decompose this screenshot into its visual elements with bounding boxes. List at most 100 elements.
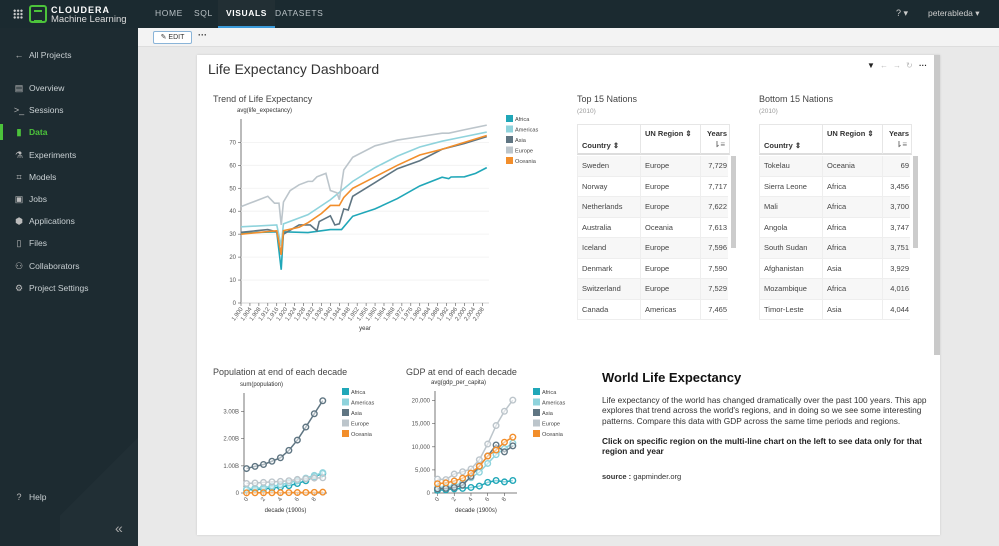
- table-cell: Angola: [760, 217, 823, 238]
- page-scrollbar[interactable]: [934, 55, 940, 355]
- filter-icon[interactable]: ▼: [867, 61, 875, 70]
- legend-swatch-africa: [533, 388, 540, 395]
- table-row[interactable]: Mozambique Africa 4,016: [759, 279, 910, 300]
- table-row[interactable]: Afghanistan Asia 3,929: [759, 258, 910, 279]
- bottom-table-scrollbar[interactable]: [913, 156, 918, 248]
- data-point-oceania: [509, 433, 517, 441]
- sidebar-item-label: Files: [29, 238, 47, 249]
- info-textbox: World Life Expectancy Life expectancy of…: [602, 370, 932, 481]
- sidebar-help[interactable]: ? Help: [0, 487, 138, 507]
- collapse-sidebar-icon[interactable]: «: [115, 520, 123, 536]
- sidebar-item-experiments[interactable]: ⚗ Experiments: [0, 145, 138, 165]
- data-point-asia: [251, 462, 259, 470]
- user-menu[interactable]: peterableda ▾: [928, 8, 980, 18]
- sidebar: ← All Projects ▤ Overview >_ Sessions ▮ Data ⚗ E…: [0, 28, 138, 546]
- data-point-europe: [492, 422, 500, 430]
- table-cell: Europe: [641, 279, 701, 299]
- sidebar-item-data[interactable]: ▮ Data: [0, 122, 138, 142]
- more-icon[interactable]: ···: [919, 61, 927, 70]
- sidebar-item-collaborators[interactable]: ⚇ Collaborators: [0, 256, 138, 276]
- table-row[interactable]: Netherlands Europe 7,622: [577, 197, 728, 218]
- table-cell: Netherlands: [578, 197, 641, 217]
- data-point-europe: [276, 477, 284, 485]
- table-row[interactable]: Switzerland Europe 7,529: [577, 279, 728, 300]
- column-header[interactable]: Years: [888, 129, 909, 138]
- undo-icon[interactable]: ←: [880, 61, 888, 70]
- sort-icon[interactable]: ⇂≡: [895, 140, 907, 149]
- column-header[interactable]: UN Region ⇕: [823, 125, 883, 154]
- legend-swatch-oceania: [506, 157, 513, 164]
- sidebar-item-files[interactable]: ▯ Files: [0, 233, 138, 253]
- sidebar-item-label: Collaborators: [29, 260, 80, 271]
- x-tick-label: 4: [277, 496, 284, 503]
- y-tick-label: 70: [229, 140, 236, 146]
- table-row[interactable]: Denmark Europe 7,590: [577, 258, 728, 279]
- series-line-oceania: [246, 491, 323, 494]
- legend-swatch-oceania: [533, 430, 540, 437]
- nav-home[interactable]: HOME: [155, 8, 183, 18]
- x-axis-label: decade (1900s): [455, 508, 497, 514]
- legend-swatch-oceania: [342, 430, 349, 437]
- table-row[interactable]: Norway Europe 7,717: [577, 176, 728, 197]
- legend-label-asia: Asia: [542, 411, 554, 417]
- table-cell: Oceania: [823, 156, 883, 176]
- table-row[interactable]: Australia Oceania 7,613: [577, 217, 728, 238]
- sidebar-item-jobs[interactable]: ▣ Jobs: [0, 189, 138, 209]
- data-point-europe: [302, 475, 310, 483]
- table-row[interactable]: Timor-Leste Asia 4,044: [759, 299, 910, 320]
- table-cell: Australia: [578, 217, 641, 238]
- refresh-icon[interactable]: ↻: [906, 61, 913, 70]
- top-table-subtitle: (2010): [577, 108, 596, 115]
- edit-button[interactable]: ✎ EDIT: [153, 31, 192, 44]
- sidebar-item-sessions[interactable]: >_ Sessions: [0, 100, 138, 120]
- x-tick-label: 2: [260, 496, 267, 503]
- nav-visuals[interactable]: VISUALS: [218, 0, 276, 28]
- sort-icon[interactable]: ⇂≡: [713, 140, 725, 149]
- gdp-chart-title: GDP at end of each decade: [406, 367, 517, 377]
- table-cell: 3,929: [890, 263, 909, 273]
- more-options-button[interactable]: ···: [198, 30, 207, 40]
- series-line-americas: [240, 131, 487, 246]
- column-header[interactable]: Country ⇕: [578, 125, 641, 154]
- top-table-title: Top 15 Nations: [577, 94, 638, 104]
- table-row[interactable]: Sierra Leone Africa 3,456: [759, 176, 910, 197]
- series-line-asia: [246, 400, 324, 470]
- data-point-oceania: [492, 446, 500, 454]
- app-grid-icon[interactable]: [13, 9, 23, 19]
- column-header[interactable]: Country ⇕: [760, 125, 823, 154]
- y-axis-label: avg(life_expectancy): [237, 108, 292, 114]
- nav-datasets[interactable]: DATASETS: [275, 8, 324, 18]
- table-row[interactable]: Canada Americas 7,465: [577, 299, 728, 320]
- life-chart-title: Trend of Life Expectancy: [213, 94, 313, 104]
- series-line-africa: [437, 479, 513, 491]
- y-tick-label: 1.00B: [223, 464, 239, 470]
- table-cell: 4,044: [890, 304, 909, 314]
- redo-icon[interactable]: →: [893, 61, 901, 70]
- data-point-asia: [310, 410, 318, 418]
- table-row[interactable]: South Sudan Africa 3,751: [759, 238, 910, 259]
- top-table-scrollbar[interactable]: [731, 156, 736, 248]
- table-row[interactable]: Sweden Europe 7,729: [577, 156, 728, 177]
- table-row[interactable]: Angola Africa 3,747: [759, 217, 910, 238]
- data-point-europe: [293, 475, 301, 483]
- cloudera-logo[interactable]: [29, 5, 47, 23]
- sidebar-item-applications[interactable]: ⬢ Applications: [0, 211, 138, 231]
- help-menu[interactable]: ? ▾: [896, 8, 909, 18]
- table-cell: 7,613: [708, 222, 727, 232]
- column-header[interactable]: Years: [706, 129, 727, 138]
- legend-swatch-americas: [506, 125, 513, 133]
- column-header[interactable]: UN Region ⇕: [641, 125, 701, 154]
- sidebar-item-models[interactable]: ⌗ Models: [0, 167, 138, 187]
- nav-sql[interactable]: SQL: [194, 8, 213, 18]
- sidebar-all-projects[interactable]: ← All Projects: [0, 45, 138, 65]
- sidebar-item-project-settings[interactable]: ⚙ Project Settings: [0, 278, 138, 298]
- table-row[interactable]: Tokelau Oceania 69: [759, 156, 910, 177]
- sidebar-item-overview[interactable]: ▤ Overview: [0, 78, 138, 98]
- table-cell: Africa: [823, 176, 883, 197]
- data-point-africa: [500, 478, 508, 486]
- table-row[interactable]: Iceland Europe 7,596: [577, 238, 728, 259]
- y-tick-label: 20,000: [412, 399, 431, 405]
- y-tick-label: 40: [229, 209, 236, 215]
- table-row[interactable]: Mali Africa 3,700: [759, 197, 910, 218]
